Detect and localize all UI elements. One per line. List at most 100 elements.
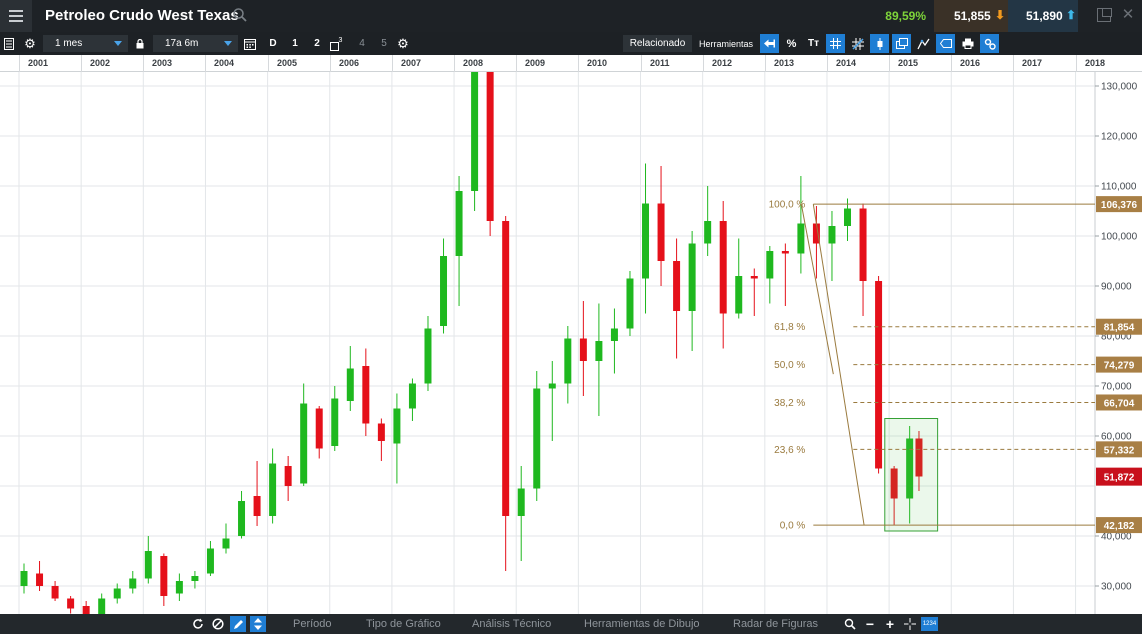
calendar-icon[interactable]: [243, 32, 257, 55]
settings-share-icon[interactable]: [980, 34, 999, 53]
price-chart[interactable]: 130,000 120,000 110,000 100,000 90,000 80,000…: [0, 72, 1142, 614]
radar-figuras-tab[interactable]: Radar de Figuras: [733, 618, 818, 630]
y-tick-label: 100,000: [1101, 232, 1138, 243]
periodo-tab[interactable]: Período: [293, 618, 332, 630]
zoom-out-icon[interactable]: −: [865, 616, 875, 632]
year-separator: [827, 55, 828, 72]
title-bar: Petroleo Crudo West Texas 89,59% 51,855 …: [0, 0, 1142, 32]
candle-body: [175, 581, 183, 594]
candle-body: [875, 281, 883, 469]
instrument-title: Petroleo Crudo West Texas: [45, 7, 239, 24]
y-tick-label: 130,000: [1101, 82, 1138, 93]
refresh-icon[interactable]: [190, 616, 206, 632]
candle-body: [735, 276, 743, 314]
candle-body: [750, 276, 758, 279]
percent-tool-button[interactable]: %: [786, 37, 797, 50]
drawing-tools-icon[interactable]: [914, 34, 933, 53]
fibonacci-guide-line: [800, 204, 834, 375]
year-separator: [143, 55, 144, 72]
price-tag-box: [1096, 394, 1142, 411]
print-icon[interactable]: [958, 34, 977, 53]
candle-body: [36, 573, 44, 586]
year-separator: [951, 55, 952, 72]
windows-icon[interactable]: [892, 34, 911, 53]
buy-price: 51,890: [1026, 9, 1063, 23]
chart-canvas[interactable]: 130,000 120,000 110,000 100,000 90,000 80,000…: [0, 72, 1142, 614]
candle-icon[interactable]: [870, 34, 889, 53]
settings-gear-icon[interactable]: ⚙: [24, 35, 36, 51]
year-separator: [330, 55, 331, 72]
candle-body: [502, 221, 510, 516]
candle-body: [377, 423, 385, 441]
layout-1-button[interactable]: 1: [292, 38, 298, 49]
year-separator: [392, 55, 393, 72]
bottom-bar: Período Tipo de Gráfico Análisis Técnico…: [0, 614, 1142, 634]
range-value: 17a 6m: [165, 38, 199, 49]
crosshair-icon[interactable]: [902, 616, 918, 632]
sell-price-button[interactable]: 51,855 ⬇: [934, 0, 1008, 32]
herramientas-dibujo-tab[interactable]: Herramientas de Dibujo: [584, 618, 700, 630]
zoom-search-icon[interactable]: [842, 616, 858, 632]
current-price-label: 51,872: [1104, 473, 1135, 484]
candle-body: [393, 408, 401, 444]
layout-5-button[interactable]: 5: [381, 38, 387, 49]
label-tag-icon[interactable]: [936, 34, 955, 53]
y-tick-label: 40,000: [1101, 532, 1132, 543]
fibonacci-trend-line: [812, 204, 865, 526]
text-tool-button[interactable]: Tт: [807, 38, 819, 49]
pencil-icon[interactable]: [230, 616, 246, 632]
zoom-in-icon[interactable]: +: [885, 616, 895, 632]
sort-arrows-icon[interactable]: [250, 616, 266, 632]
no-entry-icon[interactable]: [210, 616, 226, 632]
year-tick-label: 2012: [712, 58, 733, 68]
tipo-grafico-tab[interactable]: Tipo de Gráfico: [366, 618, 441, 630]
range-dropdown[interactable]: 17a 6m: [153, 35, 238, 52]
candle-body: [610, 328, 618, 341]
close-icon[interactable]: ✕: [1121, 6, 1135, 23]
candle-body: [766, 251, 774, 279]
layout-d-button[interactable]: D: [269, 38, 277, 49]
interval-dropdown[interactable]: 1 mes: [43, 35, 128, 52]
y-tick-label: 60,000: [1101, 432, 1132, 443]
price-tag-label: 57,332: [1104, 445, 1135, 456]
back-arrow-icon[interactable]: [760, 34, 779, 53]
fibonacci-level-label: 61,8 %: [774, 322, 805, 333]
candle-body: [812, 223, 820, 244]
current-price-box: [1096, 467, 1142, 486]
candle-body: [704, 221, 712, 244]
list-icon[interactable]: [2, 32, 16, 55]
detach-window-icon[interactable]: [1097, 8, 1112, 22]
arrow-down-icon: ⬇: [995, 8, 1006, 22]
year-axis: 2001 2002 2003 2004 2005 2006 2007 2008 2009 2010…: [0, 55, 1142, 72]
analisis-tecnico-tab[interactable]: Análisis Técnico: [472, 618, 552, 630]
grid-icon[interactable]: [826, 34, 845, 53]
year-tick-label: 2009: [525, 58, 546, 68]
layout-4-button[interactable]: 4: [359, 38, 365, 49]
y-tick-label: 80,000: [1101, 332, 1132, 343]
candle-body: [688, 243, 696, 311]
layout-2-button[interactable]: 2: [314, 38, 320, 49]
lock-icon[interactable]: [134, 32, 146, 55]
hamburger-menu-button[interactable]: [0, 0, 32, 32]
price-tag-label: 74,279: [1104, 361, 1135, 372]
sell-price: 51,855: [954, 9, 991, 23]
layout-3-button[interactable]: 3: [328, 32, 344, 55]
candle-body: [144, 551, 152, 579]
candle-body: [579, 338, 587, 361]
year-separator: [268, 55, 269, 72]
year-separator: [889, 55, 890, 72]
candle-body: [191, 576, 199, 581]
y-tick-label: 70,000: [1101, 382, 1132, 393]
herramientas-button[interactable]: Herramientas: [698, 38, 754, 49]
settings-gear-icon[interactable]: ⚙: [397, 35, 409, 51]
relacionado-button[interactable]: Relacionado: [623, 35, 692, 52]
buy-price-button[interactable]: 51,890 ⬆: [1008, 0, 1078, 32]
candle-body: [548, 383, 556, 389]
search-icon[interactable]: [232, 7, 248, 23]
candle-body: [51, 586, 59, 599]
numbers-badge-button[interactable]: 1234: [921, 617, 938, 631]
year-tick-label: 2014: [836, 58, 857, 68]
candle-body: [906, 438, 914, 499]
candle-body: [890, 468, 898, 499]
crosshair-grid-icon[interactable]: [848, 34, 867, 53]
